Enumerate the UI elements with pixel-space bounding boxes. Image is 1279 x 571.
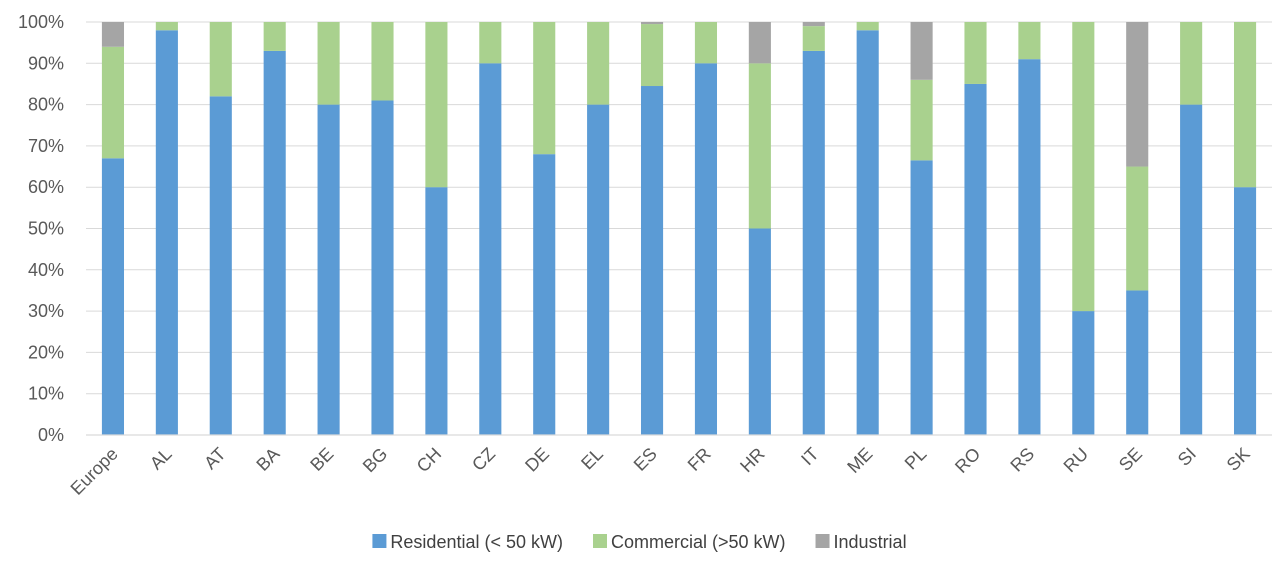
- y-tick-label: 30%: [28, 301, 64, 321]
- y-axis-tick-labels: 0% 10% 20% 30% 40% 50% 60% 70% 80% 90% 100%: [18, 12, 64, 445]
- x-tick-label: BG: [359, 444, 392, 477]
- legend-label: Industrial: [834, 532, 907, 552]
- legend-swatch: [593, 534, 607, 548]
- x-tick-label: FR: [684, 444, 715, 475]
- bar-segment: [748, 228, 771, 435]
- x-tick-label: ME: [843, 444, 876, 477]
- x-tick-label: DE: [521, 444, 553, 476]
- bar-segment: [1126, 22, 1149, 167]
- y-tick-label: 70%: [28, 136, 64, 156]
- legend-label: Commercial (>50 kW): [611, 532, 786, 552]
- x-tick-label: ES: [630, 444, 661, 475]
- bar-segment: [371, 22, 394, 101]
- bar-segment: [1180, 22, 1203, 105]
- bar-segment: [317, 22, 340, 105]
- x-tick-label: RO: [951, 444, 984, 477]
- bar-segment: [856, 22, 879, 31]
- bar-segment: [425, 22, 448, 188]
- bar-segment: [694, 22, 718, 64]
- bar-segment: [640, 86, 664, 435]
- bar-segment: [964, 83, 987, 435]
- bar-segment: [155, 22, 178, 31]
- bar-segment: [1126, 290, 1149, 435]
- legend-swatch: [372, 534, 387, 548]
- x-tick-label: SK: [1223, 444, 1254, 475]
- bar-segment: [1233, 187, 1257, 435]
- y-tick-label: 90%: [28, 53, 64, 73]
- bar-segment: [856, 30, 879, 435]
- y-tick-label: 20%: [28, 342, 64, 362]
- x-tick-label: Europe: [67, 444, 122, 499]
- legend: Residential (< 50 kW) Commercial (>50 kW)…: [372, 532, 907, 552]
- x-tick-label: RU: [1060, 444, 1093, 477]
- x-tick-label: CH: [413, 444, 446, 477]
- legend-item: Industrial: [815, 532, 907, 552]
- bar-segment: [209, 22, 232, 97]
- bar-segment: [1072, 22, 1095, 312]
- bar-segment: [479, 22, 502, 64]
- x-tick-label: SE: [1115, 444, 1146, 475]
- bar-segment: [802, 50, 825, 435]
- y-tick-label: 100%: [18, 12, 64, 32]
- bar-segment: [425, 187, 448, 435]
- legend-item: Commercial (>50 kW): [593, 532, 786, 552]
- bar-segment: [479, 63, 502, 436]
- bar-segment: [1126, 166, 1149, 291]
- y-tick-label: 50%: [28, 219, 64, 239]
- bar-segment: [910, 160, 933, 436]
- bar-segment: [101, 46, 125, 159]
- x-axis-tick-labels: Europe AL AT BA BE BG CH CZ DE EL ES FR HR IT ME PL RO RS…: [67, 444, 1254, 499]
- x-tick-label: AL: [146, 444, 176, 474]
- bar-segment: [640, 24, 664, 87]
- bar-segment: [1180, 104, 1203, 435]
- bar-segment: [209, 96, 232, 435]
- x-tick-label: BA: [252, 444, 283, 475]
- bar-segment: [587, 104, 610, 435]
- x-tick-label: RS: [1006, 444, 1038, 476]
- x-tick-label: CZ: [468, 444, 499, 475]
- y-tick-label: 80%: [28, 95, 64, 115]
- x-tick-label: EL: [577, 444, 607, 474]
- legend-item: Residential (< 50 kW): [372, 532, 563, 552]
- bar-segment: [371, 100, 394, 435]
- bar-segment: [587, 22, 610, 105]
- y-tick-label: 40%: [28, 260, 64, 280]
- x-tick-label: PL: [901, 444, 931, 474]
- bar-segment: [964, 22, 987, 84]
- bar-segment: [640, 22, 664, 25]
- bar-segment: [1072, 311, 1095, 435]
- x-tick-label: BE: [306, 444, 337, 475]
- bar-segment: [101, 158, 125, 436]
- bar-segment: [748, 63, 771, 229]
- bar-segment: [802, 26, 825, 51]
- y-tick-label: 60%: [28, 177, 64, 197]
- bar-segment: [910, 79, 933, 161]
- bar-segment: [802, 22, 825, 27]
- y-tick-label: 0%: [38, 425, 64, 445]
- bar-segment: [533, 22, 556, 155]
- bar-segment: [155, 30, 178, 435]
- bar-segment: [694, 63, 718, 436]
- bar-segment: [748, 22, 771, 64]
- bar-segment: [263, 50, 286, 435]
- bar-segment: [263, 22, 286, 51]
- bar-segment: [1018, 22, 1041, 60]
- x-tick-label: IT: [797, 444, 822, 469]
- bars: [101, 22, 1257, 436]
- x-tick-label: AT: [200, 444, 229, 473]
- bar-segment: [317, 104, 340, 435]
- legend-label: Residential (< 50 kW): [390, 532, 563, 552]
- bar-segment: [910, 22, 933, 80]
- y-tick-label: 10%: [28, 384, 64, 404]
- legend-swatch: [815, 534, 830, 548]
- bar-segment: [101, 22, 125, 47]
- bar-segment: [1018, 59, 1041, 436]
- bar-segment: [533, 154, 556, 435]
- bar-segment: [1233, 22, 1257, 188]
- x-tick-label: SI: [1174, 444, 1200, 470]
- x-tick-label: HR: [736, 444, 769, 477]
